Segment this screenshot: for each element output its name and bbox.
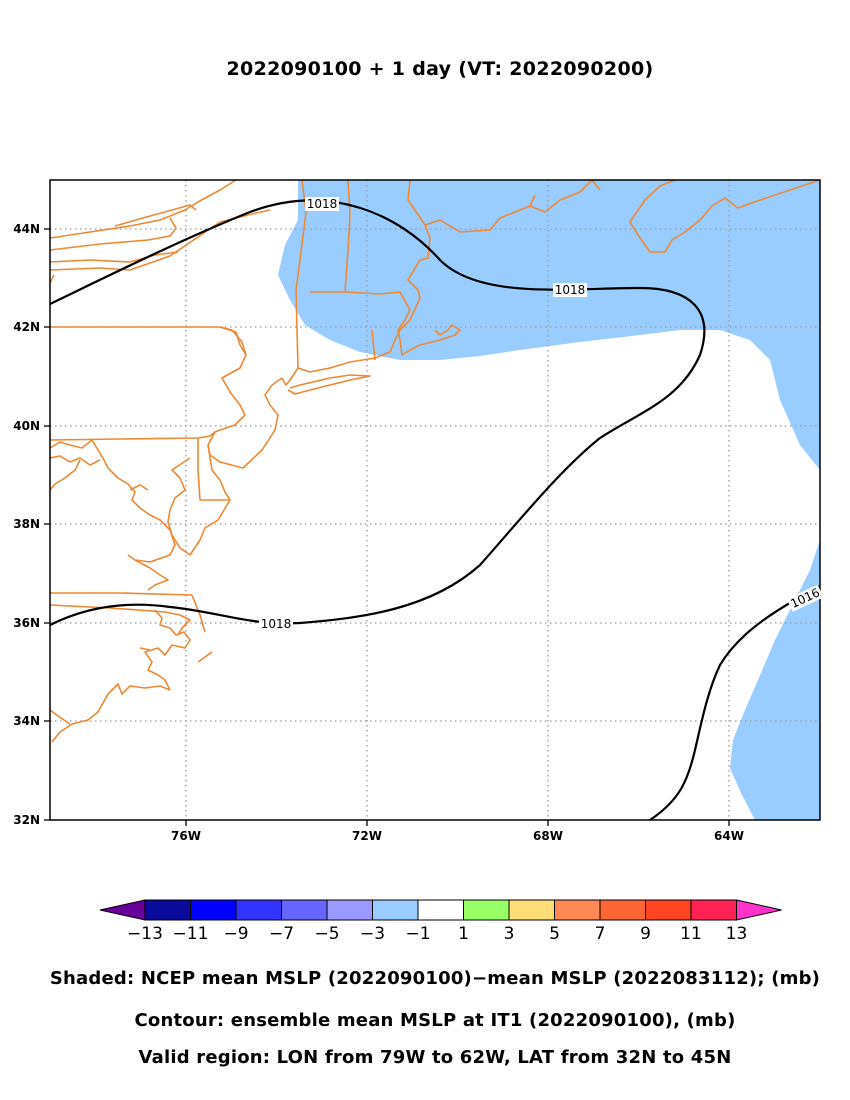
colorbar-label: −9	[223, 924, 248, 944]
colorbar: −13 −11 −9 −7 −5 −3 −1 1 3 5 7 9 11 13	[99, 899, 782, 944]
colorbar-label: 1	[458, 924, 469, 944]
colorbar-swatch	[690, 899, 737, 921]
colorbar-label: 11	[680, 924, 702, 944]
colorbar-swatch	[463, 899, 510, 921]
contour-label: 1018	[307, 197, 338, 211]
colorbar-swatch	[326, 899, 373, 921]
colorbar-swatch	[372, 899, 419, 921]
colorbar-swatch	[281, 899, 328, 921]
colorbar-swatch	[599, 899, 646, 921]
colorbar-label: −5	[314, 924, 339, 944]
colorbar-swatch	[190, 899, 237, 921]
caption-shaded: Shaded: NCEP mean MSLP (2022090100)−mean…	[49, 968, 821, 989]
contour-label: 1018	[555, 283, 586, 297]
lat-tick-label: 40N	[13, 419, 40, 433]
lat-tick-label: 44N	[13, 222, 40, 236]
lon-tick-label: 68W	[533, 829, 563, 843]
lat-tick-label: 38N	[13, 517, 40, 531]
colorbar-label: 7	[595, 924, 606, 944]
colorbar-label: −3	[360, 924, 385, 944]
colorbar-label: −11	[173, 924, 209, 944]
colorbar-label: 5	[549, 924, 560, 944]
lat-tick-label: 34N	[13, 714, 40, 728]
gridlines	[50, 180, 820, 820]
shaded-anomaly-southeast	[730, 540, 820, 820]
lon-tick-label: 64W	[714, 829, 744, 843]
colorbar-label: −13	[127, 924, 163, 944]
colorbar-swatch	[554, 899, 601, 921]
colorbar-label: 9	[640, 924, 651, 944]
lat-tick-label: 42N	[13, 320, 40, 334]
contour-label: 1018	[261, 617, 292, 631]
colorbar-swatch	[645, 899, 692, 921]
colorbar-swatch	[235, 899, 282, 921]
colorbar-label: −1	[405, 924, 430, 944]
lat-tick-label: 32N	[13, 813, 40, 827]
colorbar-swatch	[417, 899, 464, 921]
lon-tick-label: 76W	[171, 829, 201, 843]
colorbar-label: 3	[504, 924, 515, 944]
colorbar-swatch	[144, 899, 191, 921]
colorbar-swatch	[508, 899, 555, 921]
shaded-anomaly-north	[278, 180, 820, 470]
plot-frame	[49, 179, 821, 821]
colorbar-label: 13	[726, 924, 748, 944]
colorbar-arrow-right	[736, 899, 782, 921]
caption-contour: Contour: ensemble mean MSLP at IT1 (2022…	[134, 1010, 736, 1031]
contour-1016	[649, 585, 820, 820]
colorbar-label: −7	[269, 924, 294, 944]
lat-tick-label: 36N	[13, 616, 40, 630]
caption-region: Valid region: LON from 79W to 62W, LAT f…	[138, 1047, 732, 1068]
map-title: 2022090100 + 1 day (VT: 2022090200)	[226, 58, 654, 80]
colorbar-arrow-left	[99, 899, 146, 921]
lon-tick-label: 72W	[352, 829, 382, 843]
